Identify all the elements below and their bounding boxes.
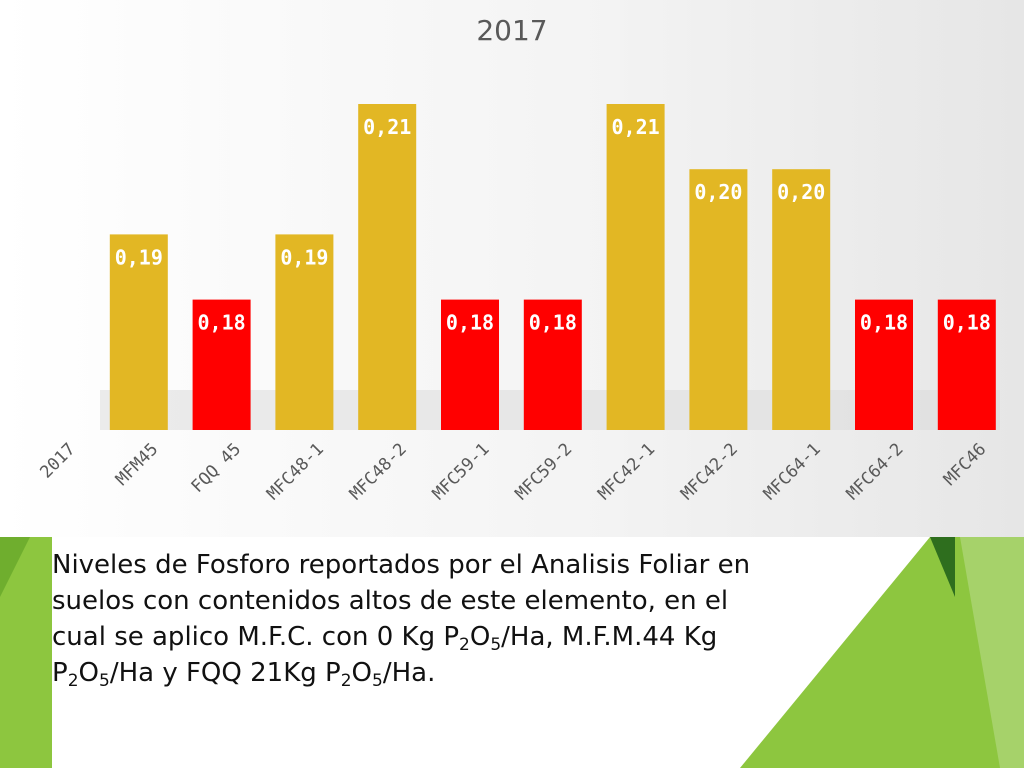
green-left-shape (0, 537, 52, 768)
tick-label: MFM45 (112, 439, 162, 489)
green-left-shade (0, 537, 30, 597)
tick-label: MFC48-2 (346, 439, 411, 504)
data-label: 0,20 (777, 180, 825, 204)
data-label: 0,19 (280, 245, 328, 269)
tick-label: MFC64-2 (843, 439, 908, 504)
tick-label: MFC59-1 (429, 439, 494, 504)
bar-chart: 2017 0,19 MFM45 0,18 FQQ 45 0,19 MFC48-1 0,21 MF… (36, 104, 1000, 504)
green-right-shape (740, 537, 1024, 768)
bar-MFC48-1 (275, 234, 334, 430)
tick-label: MFC42-2 (677, 439, 742, 504)
caption-line-3: cual se aplico M.F.C. con 0 Kg P2O5/Ha, … (52, 621, 718, 655)
bar-MFC42-2 (689, 169, 748, 430)
data-label: 0,19 (115, 245, 163, 269)
green-decoration (0, 537, 1024, 768)
data-label: 0,18 (198, 311, 246, 335)
data-label: 0,18 (860, 311, 908, 335)
bar-FQQ-45 (192, 299, 251, 430)
green-right-light (960, 537, 1024, 768)
tick-label: 2017 (36, 439, 79, 482)
tick-label: MFC64-1 (760, 439, 825, 504)
bar-MFC42-1 (606, 104, 665, 430)
tick-label: MFC42-1 (594, 439, 659, 504)
bar-MFC59-1 (441, 299, 499, 430)
data-label: 0,21 (363, 115, 411, 139)
tick-label: MFC59-2 (512, 439, 577, 504)
tick-label: MFC48-1 (263, 439, 328, 504)
tick-label: MFC46 (940, 439, 990, 489)
bar-MFM45 (109, 234, 168, 430)
bar-MFC64-1 (772, 169, 831, 430)
data-label: 0,18 (943, 311, 991, 335)
chart-caption: Niveles de Fosforo reportados por el Ana… (52, 548, 912, 692)
bar-MFC48-2 (358, 104, 417, 430)
tick-label: FQQ 45 (188, 439, 246, 497)
bar-MFC59-2 (523, 299, 582, 430)
bar-MFC46 (937, 299, 996, 430)
chart-title: 2017 (476, 14, 548, 47)
caption-line-2: suelos con contenidos altos de este elem… (52, 585, 729, 616)
data-label: 0,21 (612, 115, 660, 139)
caption-line-4: P2O5/Ha y FQQ 21Kg P2O5/Ha. (52, 657, 436, 691)
bar-MFC64-2 (855, 299, 913, 430)
caption-line-1: Niveles de Fosforo reportados por el Ana… (52, 550, 751, 580)
green-right-dark (930, 537, 955, 597)
data-label: 0,20 (694, 180, 742, 204)
chart-panel: 2017 0,19 MFM45 0,18 FQQ 45 0,19 MFC48-1 0,21 MF… (0, 0, 1024, 537)
data-label: 0,18 (529, 311, 577, 335)
data-label: 0,18 (446, 311, 494, 335)
